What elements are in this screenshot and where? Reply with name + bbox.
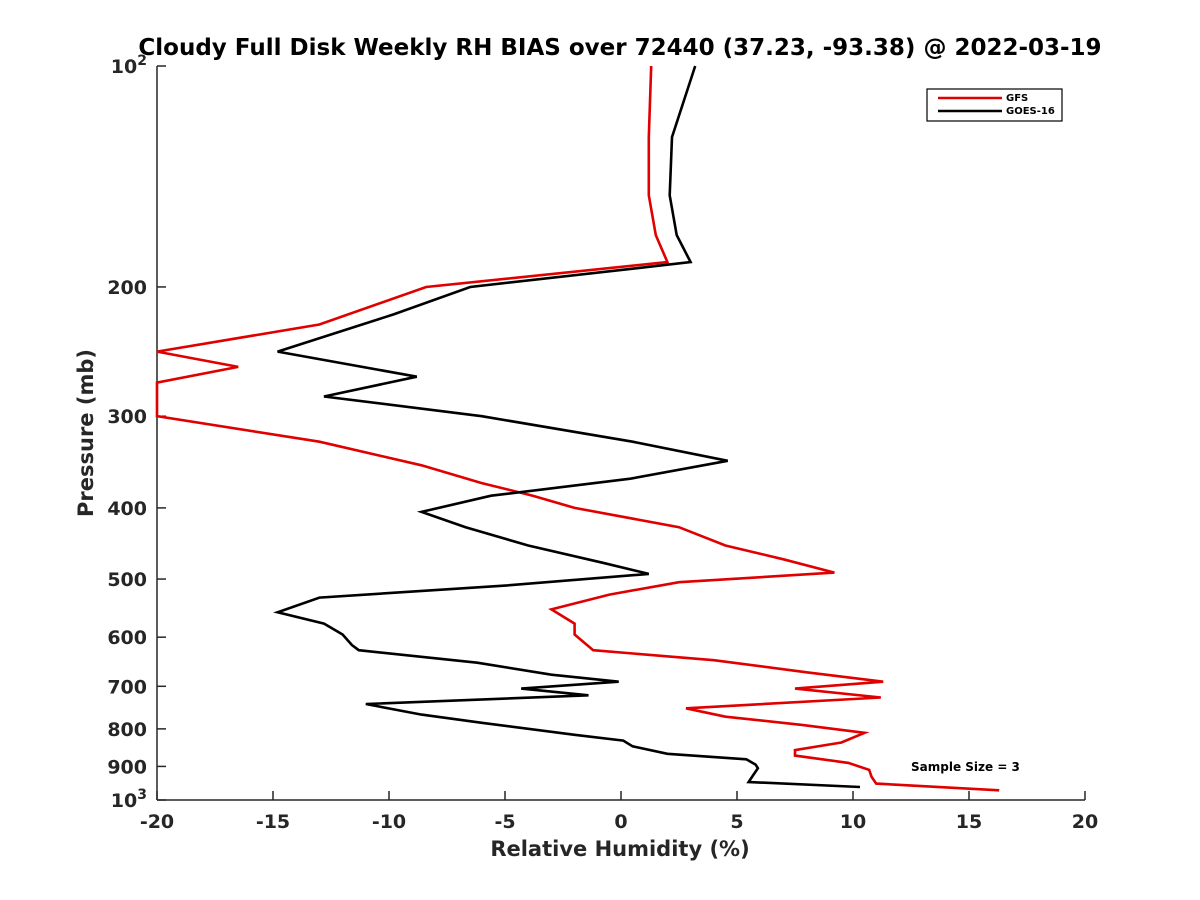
plot-axes <box>156 65 1086 801</box>
y-tick-exponent: 2 <box>137 53 147 69</box>
legend-gfs-label: GFS <box>1006 93 1028 104</box>
y-tick-label: 102 <box>111 53 147 78</box>
tick-labels: -20 -15 -10 -5 0 5 10 15 20102200300400500600700… <box>107 53 1098 833</box>
y-tick-base: 10 <box>111 790 137 812</box>
y-tick-label: 600 <box>107 627 147 649</box>
x-tick-label: 15 <box>956 811 982 833</box>
x-axis-label: Relative Humidity (%) <box>490 837 749 861</box>
y-tick-label: 300 <box>107 406 147 428</box>
x-tick-label: 5 <box>730 811 743 833</box>
y-axis-label: Pressure (mb) <box>74 349 98 517</box>
y-tick-label: 400 <box>107 498 147 520</box>
legend: GFS GOES-16 <box>926 88 1063 122</box>
x-tick-label: -20 <box>140 811 174 833</box>
y-tick-exponent: 3 <box>137 787 147 803</box>
x-tick-label: 0 <box>614 811 627 833</box>
y-tick-label: 800 <box>107 719 147 741</box>
legend-box <box>926 88 1063 122</box>
plot-series <box>155 65 1000 792</box>
legend-goes16-label: GOES-16 <box>1006 106 1055 117</box>
x-tick-label: 20 <box>1072 811 1098 833</box>
series-line-gfs <box>155 65 1000 792</box>
series-line-goes-16 <box>273 65 861 789</box>
x-tick-label: -15 <box>256 811 290 833</box>
x-tick-label: -10 <box>372 811 406 833</box>
y-tick-label: 700 <box>107 676 147 698</box>
chart-title: Cloudy Full Disk Weekly RH BIAS over 724… <box>138 35 1101 61</box>
y-tick-label: 200 <box>107 277 147 299</box>
y-tick-base: 10 <box>111 56 137 78</box>
x-tick-label: -5 <box>494 811 515 833</box>
y-tick-label: 500 <box>107 569 147 591</box>
sample-size-annotation: Sample Size = 3 <box>911 760 1020 774</box>
y-tick-label: 900 <box>107 756 147 778</box>
x-tick-label: 10 <box>840 811 866 833</box>
y-tick-label: 103 <box>111 787 147 812</box>
